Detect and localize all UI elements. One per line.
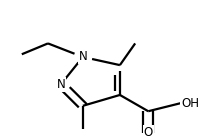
Text: O: O (144, 126, 153, 139)
Text: N: N (57, 78, 65, 91)
Text: OH: OH (181, 97, 199, 110)
Text: N: N (78, 51, 87, 63)
